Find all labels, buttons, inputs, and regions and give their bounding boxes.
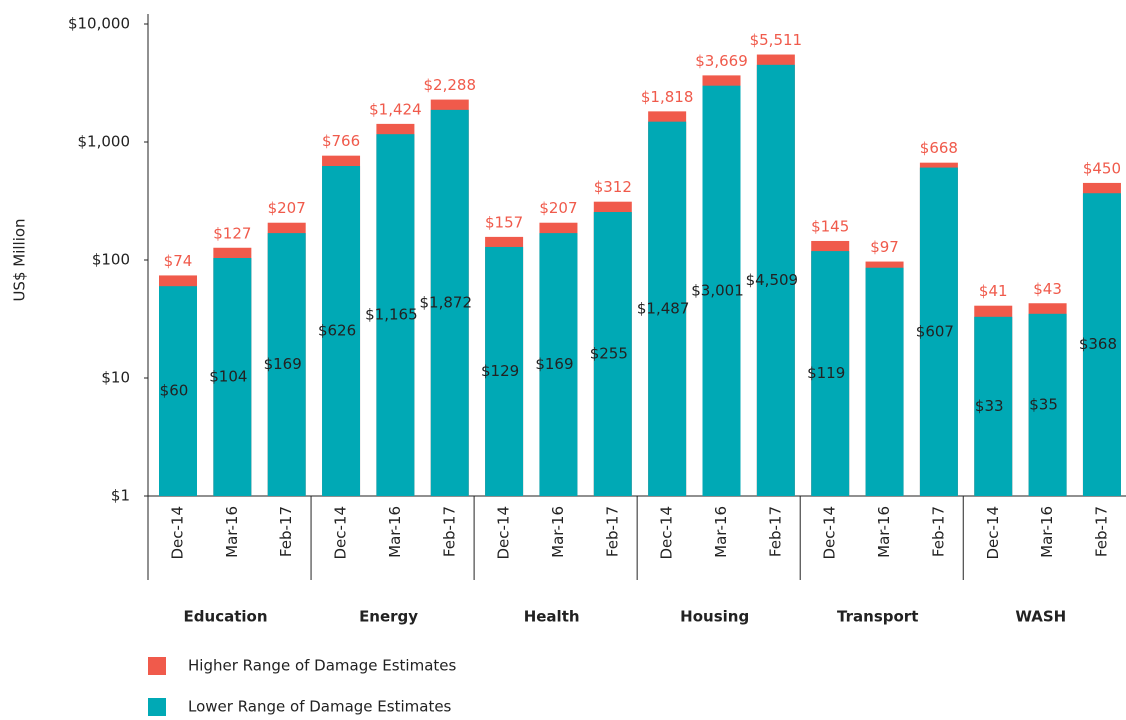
group-label: Transport [837, 608, 918, 626]
y-tick-label: $1,000 [78, 133, 131, 151]
legend-label: Lower Range of Damage Estimates [188, 698, 452, 716]
x-tick-label: Feb-17 [440, 506, 458, 557]
x-tick-label: Feb-17 [766, 506, 784, 557]
x-tick-label: Dec-14 [332, 506, 350, 560]
data-label: $1,818 [641, 88, 694, 106]
data-label: $41 [979, 282, 1008, 300]
bar [539, 233, 578, 496]
data-label: $119 [807, 364, 845, 382]
bar [756, 64, 795, 496]
data-label: $169 [535, 355, 573, 373]
bar [865, 267, 904, 496]
data-label: $157 [485, 213, 523, 231]
x-tick-label: Mar-16 [712, 506, 730, 558]
data-label: $2,288 [424, 76, 477, 94]
bar [811, 251, 850, 496]
x-tick-label: Feb-17 [603, 506, 621, 557]
data-label: $3,669 [695, 52, 748, 70]
group-label: WASH [1015, 608, 1066, 626]
data-label: $35 [1029, 395, 1058, 413]
data-label: $1,872 [420, 293, 473, 311]
group-label: Housing [680, 608, 749, 626]
data-label: $668 [920, 139, 958, 157]
data-label: $97 [870, 238, 899, 256]
x-tick-label: Mar-16 [549, 506, 567, 558]
bar [648, 121, 687, 497]
bar [974, 316, 1013, 496]
legend-swatch [148, 657, 166, 675]
x-tick-label: Dec-14 [495, 506, 513, 560]
x-tick-label: Mar-16 [386, 506, 404, 558]
data-label: $626 [318, 322, 356, 340]
x-tick-label: Dec-14 [821, 506, 839, 560]
data-label: $74 [164, 252, 193, 270]
bar [1028, 313, 1067, 496]
data-label: $207 [539, 199, 577, 217]
bar [159, 286, 197, 496]
group-label: Energy [359, 608, 418, 626]
x-tick-label: Mar-16 [875, 506, 893, 558]
data-label: $450 [1083, 159, 1121, 177]
bar [919, 167, 958, 496]
data-label: $1,424 [369, 100, 422, 118]
data-label: $4,509 [746, 271, 799, 289]
data-label: $104 [209, 367, 247, 385]
bar [485, 246, 524, 496]
data-label: $1,487 [637, 299, 690, 317]
legend-label: Higher Range of Damage Estimates [188, 657, 456, 675]
bar [702, 85, 741, 496]
bar [376, 134, 415, 497]
x-tick-label: Mar-16 [1038, 506, 1056, 558]
group-label: Health [524, 608, 580, 626]
y-tick-label: $1 [111, 487, 130, 505]
data-label: $145 [811, 217, 849, 235]
data-label: $129 [481, 362, 519, 380]
x-tick-label: Dec-14 [658, 506, 676, 560]
data-label: $207 [268, 199, 306, 217]
bar [213, 257, 252, 496]
y-tick-label: $10 [101, 369, 130, 387]
data-label: $3,001 [691, 281, 744, 299]
x-tick-label: Dec-14 [169, 506, 187, 560]
data-label: $368 [1079, 335, 1117, 353]
data-label: $127 [213, 224, 251, 242]
x-tick-label: Feb-17 [929, 506, 947, 557]
y-tick-label: $10,000 [68, 15, 130, 33]
bar [593, 212, 632, 496]
data-label: $312 [594, 178, 632, 196]
data-label: $766 [322, 132, 360, 150]
data-label: $60 [160, 382, 189, 400]
y-tick-label: $100 [92, 251, 130, 269]
x-tick-label: Feb-17 [277, 506, 295, 557]
data-label: $255 [590, 345, 628, 363]
data-label: $607 [916, 322, 954, 340]
y-axis-label: US$ Million [11, 218, 29, 301]
x-tick-label: Dec-14 [984, 506, 1002, 560]
data-label: $33 [975, 397, 1004, 415]
data-label: $43 [1033, 280, 1062, 298]
bar [267, 233, 306, 496]
bar [1082, 193, 1121, 496]
legend-swatch [148, 698, 166, 716]
data-label: $1,165 [365, 306, 418, 324]
bar [322, 166, 361, 497]
bar [430, 109, 469, 496]
x-tick-label: Feb-17 [1092, 506, 1110, 557]
data-label: $169 [264, 355, 302, 373]
x-tick-label: Mar-16 [223, 506, 241, 558]
group-label: Education [184, 608, 268, 626]
data-label: $5,511 [750, 31, 803, 49]
